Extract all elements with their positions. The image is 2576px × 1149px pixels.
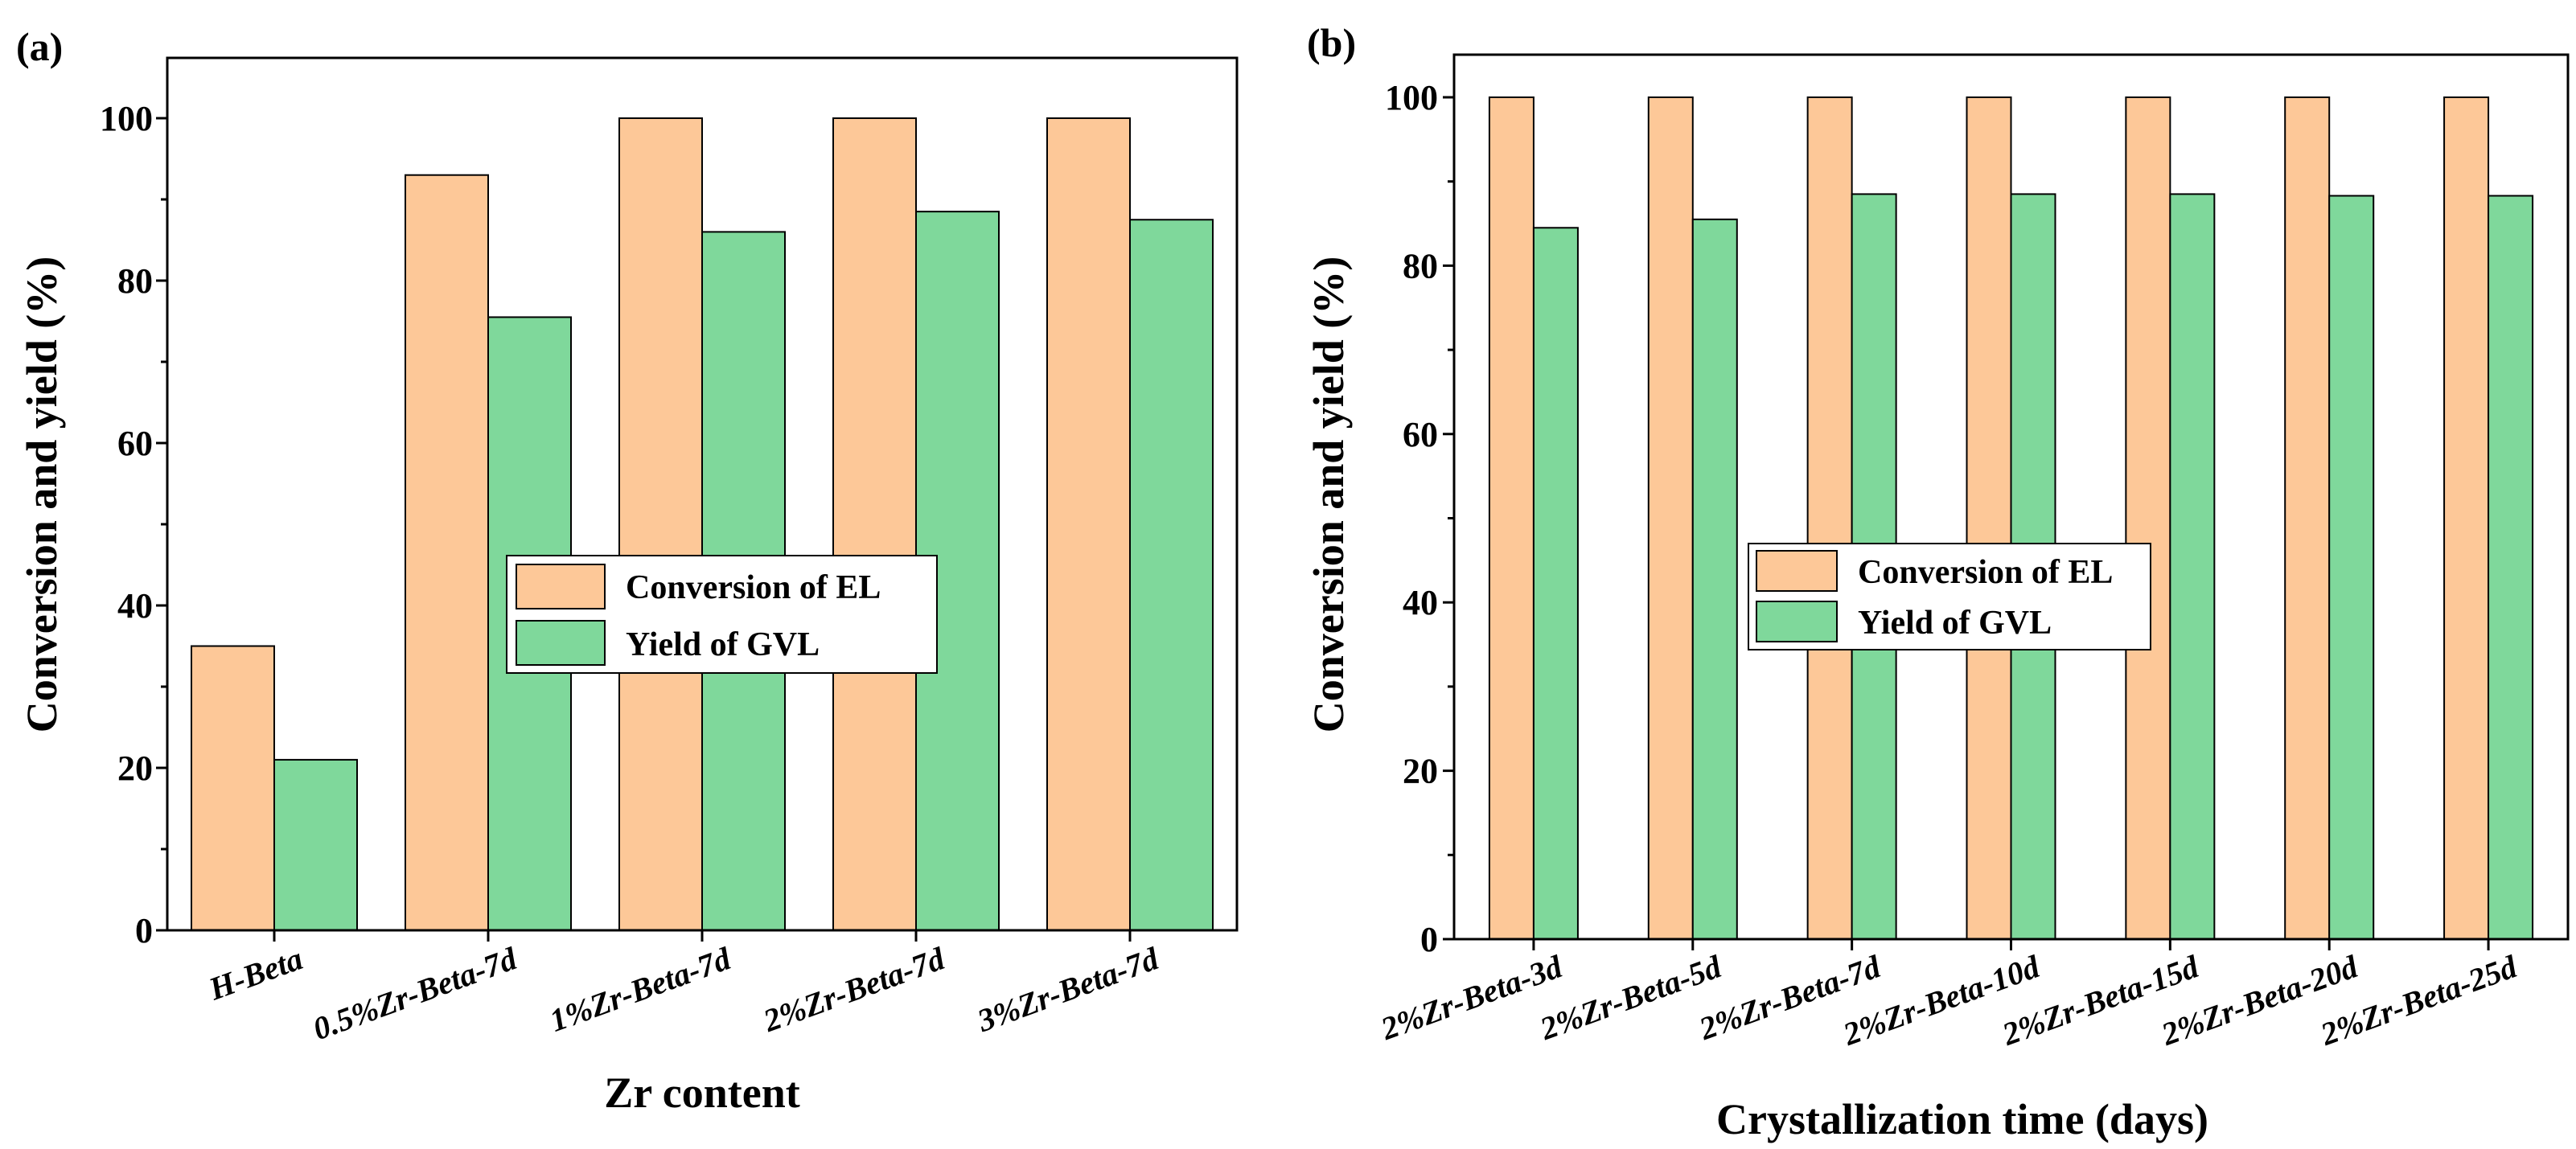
bar-conversion-b-1 (1647, 96, 1694, 940)
bar-yield-b-5 (2328, 195, 2375, 940)
x-tick-label-b-0: 2%Zr-Beta-3d (1375, 948, 1567, 1048)
y-tick-label-a-4: 80 (117, 261, 153, 301)
x-tick-label-b-1: 2%Zr-Beta-5d (1535, 948, 1727, 1048)
legend-swatch-yield-a (516, 620, 606, 666)
bars-a (191, 117, 1214, 932)
y-tick-label-a-3: 60 (117, 424, 153, 463)
y-tick-label-a-2: 40 (117, 586, 153, 626)
x-tick-label-a-4: 3%Zr-Beta-7d (972, 940, 1164, 1040)
chart-panel-a: (a) 0 20 40 60 80 100 H-Beta 0.5%Zr-Beta-7d 1%Z… (16, 24, 1239, 1117)
panel-label-a: (a) (16, 24, 63, 69)
bar-conversion-b-0 (1488, 96, 1535, 940)
y-tick-label-b-3: 60 (1403, 415, 1438, 454)
bar-conversion-a-4 (1046, 117, 1131, 931)
x-axis-title-b: Crystallization time (days) (1716, 1095, 2208, 1143)
legend-swatch-conversion-b (1756, 550, 1838, 592)
legend-label-yield-b: Yield of GVL (1858, 605, 2052, 642)
bar-yield-b-4 (2169, 193, 2216, 940)
bar-conversion-a-1 (405, 174, 489, 931)
y-axis-title-b: Conversion and yield (%) (1304, 256, 1353, 733)
bar-conversion-b-5 (2284, 96, 2331, 940)
y-axis-title-a: Conversion and yield (%) (18, 256, 66, 733)
y-tick-label-b-0: 0 (1420, 920, 1438, 959)
legend-label-conversion-a: Conversion of EL (626, 569, 881, 606)
bar-conversion-b-4 (2125, 96, 2171, 940)
plot-frame-a (166, 56, 1239, 932)
bar-conversion-a-0 (191, 645, 275, 931)
x-tick-label-a-2: 1%Zr-Beta-7d (544, 940, 736, 1039)
x-tick-label-a-3: 2%Zr-Beta-7d (758, 940, 950, 1040)
plot-frame-b (1452, 53, 2570, 941)
panel-label-b: (b) (1307, 20, 1356, 65)
y-tick-label-a-5: 100 (100, 99, 153, 138)
legend-label-conversion-b: Conversion of EL (1858, 554, 2113, 591)
x-tick-label-a-0: H-Beta (203, 940, 307, 1007)
bar-yield-a-4 (1129, 219, 1214, 931)
bar-yield-b-6 (2488, 195, 2534, 940)
bar-yield-a-0 (273, 758, 358, 932)
y-tick-label-a-0: 0 (135, 911, 153, 950)
legend-label-yield-a: Yield of GVL (626, 626, 820, 663)
y-tick-label-a-1: 20 (117, 749, 153, 788)
chart-panel-b: (b) 0 20 40 60 80 100 2%Zr-Beta-3d2%Zr-Beta-5… (1304, 20, 2570, 1143)
y-ticks-b: 0 20 40 60 80 100 (1385, 78, 1454, 959)
bar-conversion-b-3 (1966, 96, 2012, 940)
y-tick-label-b-2: 40 (1403, 583, 1438, 622)
bar-conversion-a-2 (618, 117, 703, 931)
bar-conversion-b-2 (1806, 96, 1853, 940)
y-tick-label-b-1: 20 (1403, 752, 1438, 791)
bar-conversion-b-6 (2443, 96, 2490, 940)
y-tick-label-b-5: 100 (1385, 78, 1438, 117)
x-axis-title-a: Zr content (604, 1069, 799, 1117)
bar-yield-b-1 (1691, 218, 1738, 940)
bar-conversion-a-3 (832, 117, 917, 931)
y-tick-label-b-4: 80 (1403, 246, 1438, 285)
x-ticks-a: H-Beta 0.5%Zr-Beta-7d 1%Zr-Beta-7d 2%Zr-Bet… (203, 930, 1164, 1047)
legend-swatch-conversion-a (516, 564, 606, 609)
legend-a: Conversion of EL Yield of GVL (506, 555, 938, 674)
y-ticks-a: 0 20 40 60 80 100 (100, 99, 167, 950)
legend-b: Conversion of EL Yield of GVL (1748, 543, 2151, 650)
legend-swatch-yield-b (1756, 601, 1838, 642)
bars-b (1488, 96, 2534, 941)
x-tick-label-a-1: 0.5%Zr-Beta-7d (308, 940, 522, 1047)
bar-yield-b-0 (1532, 227, 1579, 941)
x-ticks-b: 2%Zr-Beta-3d2%Zr-Beta-5d2%Zr-Beta-7d2%Zr… (1375, 939, 2522, 1053)
